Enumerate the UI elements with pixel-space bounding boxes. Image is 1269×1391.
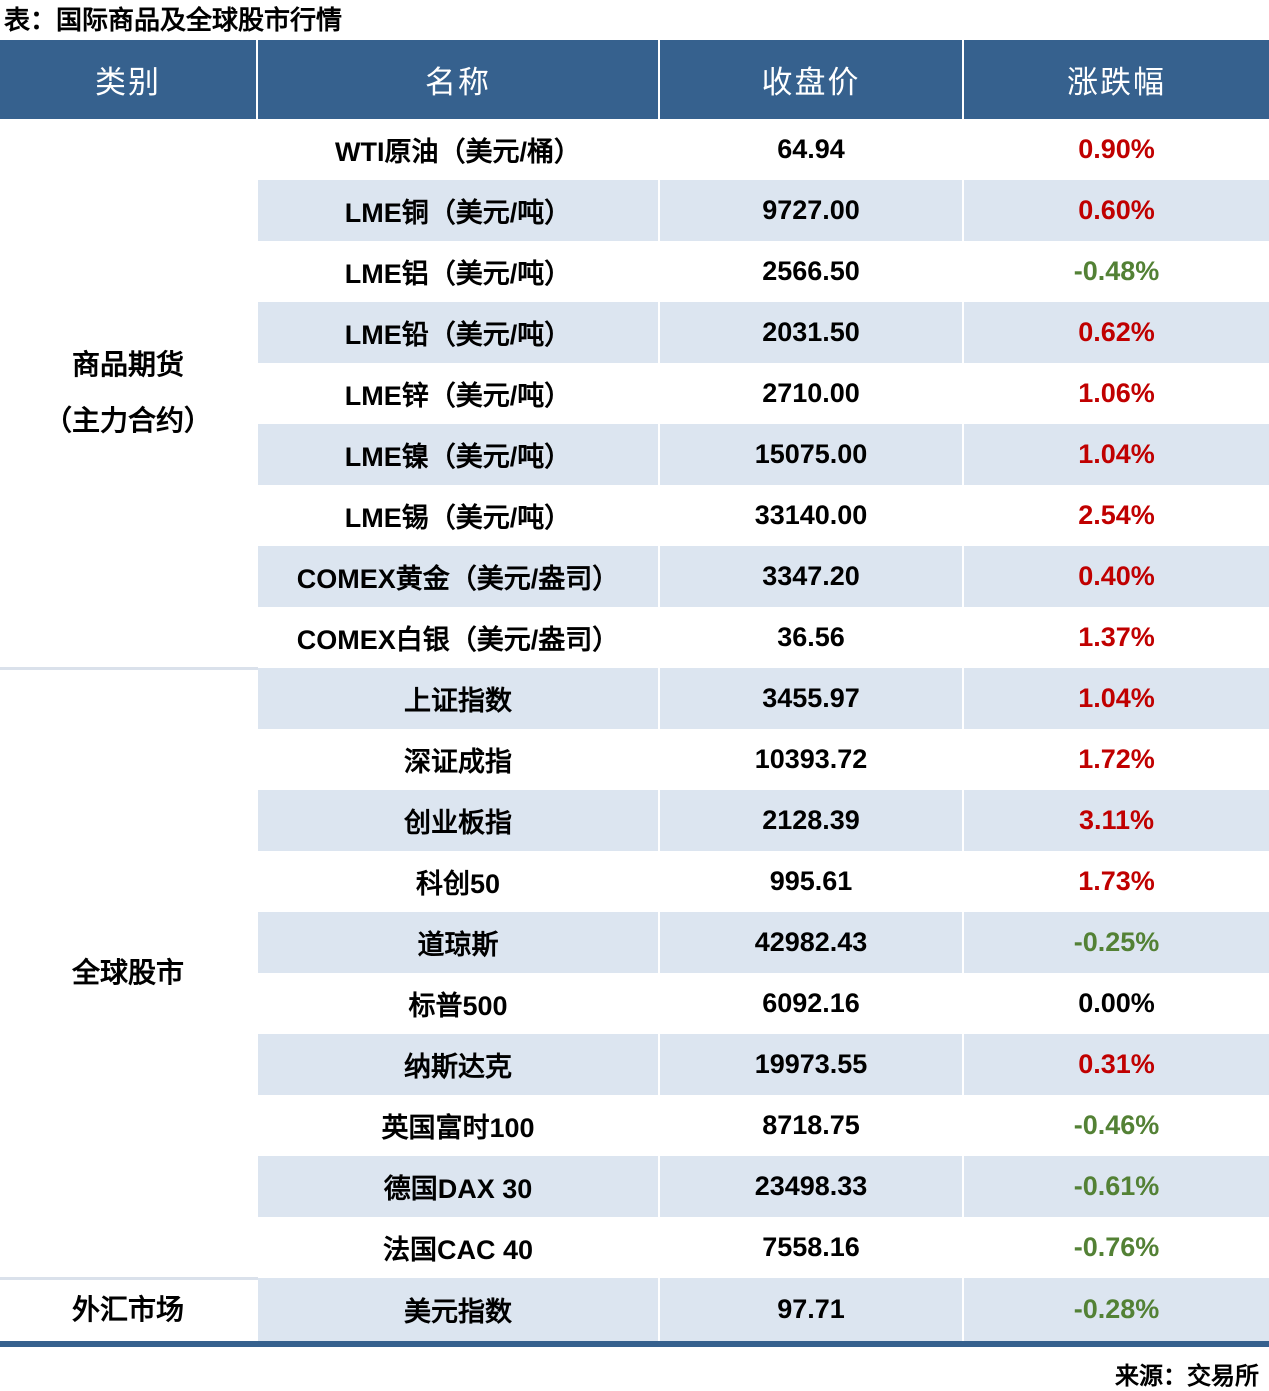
table-row: LME锌（美元/吨） 2710.00 1.06% <box>0 363 1269 424</box>
close-price-cell: 8718.75 <box>659 1095 964 1156</box>
change-percent-cell: 3.11% <box>963 790 1269 851</box>
category-cell: 外汇市场 <box>0 1276 258 1344</box>
close-price-cell: 2128.39 <box>659 790 964 851</box>
instrument-name-cell: 美元指数 <box>257 1278 660 1344</box>
close-price-cell: 10393.72 <box>659 729 964 790</box>
table-row: LME铝（美元/吨） 2566.50 -0.48% <box>0 241 1269 302</box>
market-table-body: 商品期货 （主力合约） WTI原油（美元/桶） 64.94 0.90% LME铜（美元/吨… <box>0 119 1269 1344</box>
close-price-cell: 7558.16 <box>659 1217 964 1278</box>
instrument-name-cell: WTI原油（美元/桶） <box>257 119 660 180</box>
close-price-cell: 995.61 <box>659 851 964 912</box>
instrument-name-cell: LME铝（美元/吨） <box>257 241 660 302</box>
close-price-cell: 2031.50 <box>659 302 964 363</box>
change-percent-cell: -0.76% <box>1073 1232 1160 1262</box>
table-row: 创业板指 2128.39 3.11% <box>0 790 1269 851</box>
instrument-name-cell: 标普500 <box>257 973 660 1034</box>
table-row: 道琼斯 42982.43 -0.25% <box>0 912 1269 973</box>
table-row: 法国CAC 40 7558.16 -0.76% <box>0 1217 1269 1278</box>
instrument-name-cell: LME锡（美元/吨） <box>257 485 660 546</box>
table-row: 外汇市场 美元指数 97.71 -0.28% <box>0 1276 1269 1344</box>
change-percent-cell: 2.54% <box>1078 500 1155 530</box>
column-header-close: 收盘价 <box>659 40 964 119</box>
instrument-name-cell: 英国富时100 <box>257 1095 660 1156</box>
table-header: 类别 名称 收盘价 涨跌幅 <box>0 40 1269 119</box>
category-label: 外汇市场 <box>71 1294 184 1325</box>
instrument-name-cell: COMEX白银（美元/盎司） <box>257 607 660 668</box>
source-note: 来源：交易所 <box>1115 1362 1259 1390</box>
close-price-cell: 2566.50 <box>659 241 964 302</box>
column-header-category: 类别 <box>0 40 258 119</box>
change-percent-cell: 0.40% <box>963 546 1269 607</box>
category-label: 商品期货 <box>71 348 184 380</box>
close-price-cell: 19973.55 <box>659 1034 964 1095</box>
close-price-cell: 9727.00 <box>659 180 964 241</box>
change-percent-cell: 1.73% <box>1078 866 1155 896</box>
table-row: 德国DAX 30 23498.33 -0.61% <box>0 1156 1269 1217</box>
table-row: COMEX白银（美元/盎司） 36.56 1.37% <box>0 607 1269 668</box>
category-cell: 商品期货 （主力合约） <box>0 119 258 668</box>
category-label: （主力合约） <box>43 404 212 436</box>
close-price-cell: 2710.00 <box>659 363 964 424</box>
table-row: 英国富时100 8718.75 -0.46% <box>0 1095 1269 1156</box>
change-percent-cell: -0.25% <box>963 912 1269 973</box>
change-percent-cell: 0.62% <box>963 302 1269 363</box>
instrument-name-cell: 道琼斯 <box>257 912 660 973</box>
change-percent-cell: 0.90% <box>1078 134 1155 164</box>
change-percent-cell: 0.00% <box>1078 988 1155 1018</box>
table-row: 商品期货 （主力合约） WTI原油（美元/桶） 64.94 0.90% <box>0 119 1269 668</box>
close-price-cell: 15075.00 <box>659 424 964 485</box>
table-row: LME铅（美元/吨） 2031.50 0.62% <box>0 302 1269 363</box>
instrument-name-cell: 创业板指 <box>257 790 660 851</box>
table-row: LME铜（美元/吨） 9727.00 0.60% <box>0 180 1269 241</box>
close-price-cell: 23498.33 <box>659 1156 964 1217</box>
instrument-name-cell: COMEX黄金（美元/盎司） <box>257 546 660 607</box>
instrument-name-cell: LME镍（美元/吨） <box>257 424 660 485</box>
change-percent-cell: -0.46% <box>1073 1110 1160 1140</box>
table-title: 表：国际商品及全球股市行情 <box>4 5 343 35</box>
close-price-cell: 97.71 <box>659 1278 964 1344</box>
table-row: 标普500 6092.16 0.00% <box>0 973 1269 1034</box>
table-row: COMEX黄金（美元/盎司） 3347.20 0.40% <box>0 546 1269 607</box>
instrument-name-cell: 科创50 <box>257 851 660 912</box>
table-row: LME镍（美元/吨） 15075.00 1.04% <box>0 424 1269 485</box>
change-percent-cell: 1.06% <box>1078 378 1155 408</box>
category-label: 全球股市 <box>71 957 184 988</box>
close-price-cell: 3455.97 <box>659 668 964 729</box>
instrument-name-cell: 德国DAX 30 <box>257 1156 660 1217</box>
change-percent-cell: 0.60% <box>963 180 1269 241</box>
change-percent-cell: 1.04% <box>963 668 1269 729</box>
category-cell: 全球股市 <box>0 666 258 1278</box>
change-percent-cell: 0.31% <box>963 1034 1269 1095</box>
instrument-name-cell: LME铜（美元/吨） <box>257 180 660 241</box>
change-percent-cell: -0.28% <box>963 1278 1269 1344</box>
change-percent-cell: -0.61% <box>963 1156 1269 1217</box>
close-price-cell: 36.56 <box>659 607 964 668</box>
change-percent-cell: 1.72% <box>1078 744 1155 774</box>
instrument-name-cell: 深证成指 <box>257 729 660 790</box>
instrument-name-cell: LME铅（美元/吨） <box>257 302 660 363</box>
close-price-cell: 6092.16 <box>659 973 964 1034</box>
change-percent-cell: -0.48% <box>1073 256 1160 286</box>
table-row: 全球股市 上证指数 3455.97 1.04% <box>0 666 1269 1278</box>
instrument-name-cell: 上证指数 <box>257 668 660 729</box>
table-row: 深证成指 10393.72 1.72% <box>0 729 1269 790</box>
close-price-cell: 33140.00 <box>659 485 964 546</box>
close-price-cell: 64.94 <box>659 119 964 180</box>
column-header-change: 涨跌幅 <box>963 40 1269 119</box>
change-percent-cell: 1.04% <box>963 424 1269 485</box>
close-price-cell: 42982.43 <box>659 912 964 973</box>
header-row: 类别 名称 收盘价 涨跌幅 <box>0 40 1269 119</box>
table-row: 纳斯达克 19973.55 0.31% <box>0 1034 1269 1095</box>
change-percent-cell: 1.37% <box>1078 622 1155 652</box>
table-row: 科创50 995.61 1.73% <box>0 851 1269 912</box>
market-table: 类别 名称 收盘价 涨跌幅 商品期货 （主力合约） WTI原油（美元/桶） 64.94… <box>0 40 1269 1347</box>
instrument-name-cell: 法国CAC 40 <box>257 1217 660 1278</box>
column-header-name: 名称 <box>257 40 660 119</box>
close-price-cell: 3347.20 <box>659 546 964 607</box>
instrument-name-cell: LME锌（美元/吨） <box>257 363 660 424</box>
table-row: LME锡（美元/吨） 33140.00 2.54% <box>0 485 1269 546</box>
instrument-name-cell: 纳斯达克 <box>257 1034 660 1095</box>
